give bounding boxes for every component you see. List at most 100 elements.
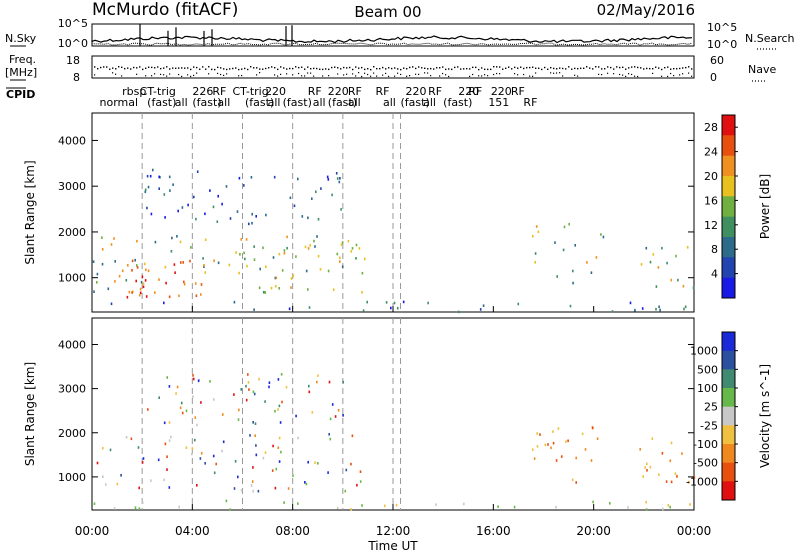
- freq-dot: [547, 68, 549, 71]
- echo-cell: [192, 395, 194, 398]
- nave-dot: [598, 73, 600, 75]
- echo-cell: [265, 265, 267, 268]
- freq-dot: [487, 68, 489, 71]
- echo-cell: [285, 385, 288, 389]
- nave-dot: [499, 73, 501, 75]
- echo-cell: [253, 258, 256, 261]
- colorbar-tick-label: 500: [697, 363, 718, 376]
- freq-trace: [94, 66, 693, 78]
- echo-cell: [427, 301, 429, 305]
- echo-cell: [655, 285, 658, 288]
- echo-cell: [93, 290, 95, 293]
- nave-dot: [280, 73, 282, 75]
- freq-dot: [373, 66, 375, 68]
- echo-cell: [233, 393, 235, 396]
- echo-cell: [600, 233, 602, 236]
- echo-cell: [168, 421, 171, 424]
- echo-cell: [229, 508, 232, 511]
- echo-cell: [665, 480, 668, 483]
- freq-dot: [262, 68, 264, 70]
- echo-cell: [192, 377, 195, 381]
- echo-cell: [534, 252, 537, 255]
- freq-dot: [316, 67, 318, 70]
- freq-tick-bottom: 8: [73, 71, 80, 84]
- echo-cell: [225, 499, 228, 503]
- echo-cell: [646, 462, 648, 466]
- freq-dot: [235, 67, 237, 69]
- echo-cell: [247, 373, 249, 376]
- nave-dot: [514, 73, 516, 75]
- freq-dot: [409, 66, 411, 69]
- nave-dot: [169, 73, 171, 75]
- echo-cell: [659, 308, 661, 312]
- echo-cell: [531, 448, 534, 451]
- freq-dot: [334, 66, 336, 68]
- freq-dot: [403, 67, 405, 69]
- echo-cell: [332, 288, 335, 291]
- echo-cell: [204, 462, 206, 465]
- freq-dot: [349, 66, 351, 69]
- echo-cell: [145, 268, 147, 272]
- echo-cell: [555, 459, 558, 462]
- echo-cell: [280, 373, 283, 376]
- echo-cell: [175, 392, 177, 395]
- freq-dot: [295, 66, 297, 68]
- echo-cell: [180, 401, 183, 405]
- echo-cell: [581, 432, 584, 436]
- echo-cell: [304, 245, 307, 249]
- echo-cell: [202, 257, 204, 260]
- colorbar-segment: [722, 135, 735, 157]
- echo-cell: [172, 183, 174, 186]
- nave-dot: [628, 73, 630, 75]
- freq-dot: [337, 67, 339, 69]
- cpid-text: CT-trig: [232, 85, 268, 98]
- nave-dot: [688, 72, 690, 74]
- nave-dot: [217, 72, 219, 75]
- echo-cell: [154, 240, 157, 244]
- echo-cell: [319, 268, 322, 271]
- echo-cell: [655, 307, 657, 311]
- echo-cell: [121, 269, 124, 273]
- echo-cell: [113, 237, 115, 240]
- echo-cell: [222, 440, 225, 444]
- echo-cell: [658, 473, 660, 476]
- echo-cell: [329, 437, 332, 441]
- freq-dot: [391, 67, 393, 70]
- echo-cell: [114, 280, 116, 283]
- echo-cell: [248, 388, 250, 391]
- echo-cell: [146, 174, 149, 178]
- cpid-text: all: [313, 96, 326, 109]
- echo-cell: [96, 461, 99, 465]
- echo-cell: [356, 483, 358, 487]
- echo-cell: [283, 249, 286, 252]
- nave-dot: [352, 73, 354, 75]
- echo-cell: [212, 205, 215, 209]
- echo-cell: [359, 470, 362, 473]
- echo-cell: [640, 263, 643, 266]
- freq-dot: [673, 67, 675, 70]
- freq-dot: [688, 66, 690, 68]
- freq-dot: [463, 68, 465, 70]
- echo-cell: [194, 416, 197, 419]
- nave-dot: [619, 73, 621, 76]
- freq-dot: [280, 66, 282, 68]
- echo-cell: [237, 475, 239, 479]
- nave-dot: [667, 75, 669, 78]
- nave-dot: [388, 75, 390, 78]
- freq-dot: [160, 67, 162, 70]
- echo-cell: [290, 286, 292, 289]
- echo-cell: [125, 279, 128, 282]
- echo-cell: [171, 236, 173, 240]
- echo-cell: [359, 480, 362, 483]
- cpid-text: 220: [265, 85, 286, 98]
- freq-dot: [136, 67, 138, 69]
- x-tick-label: 12:00: [376, 524, 411, 538]
- echo-cell: [278, 287, 280, 290]
- echo-cell: [120, 474, 122, 477]
- echo-cell: [185, 409, 188, 413]
- y-tick-label: 3000: [58, 383, 86, 396]
- echo-cell: [292, 474, 294, 477]
- colorbar-frame: [721, 331, 736, 501]
- nave-dot: [364, 72, 366, 74]
- echo-cell: [215, 462, 217, 466]
